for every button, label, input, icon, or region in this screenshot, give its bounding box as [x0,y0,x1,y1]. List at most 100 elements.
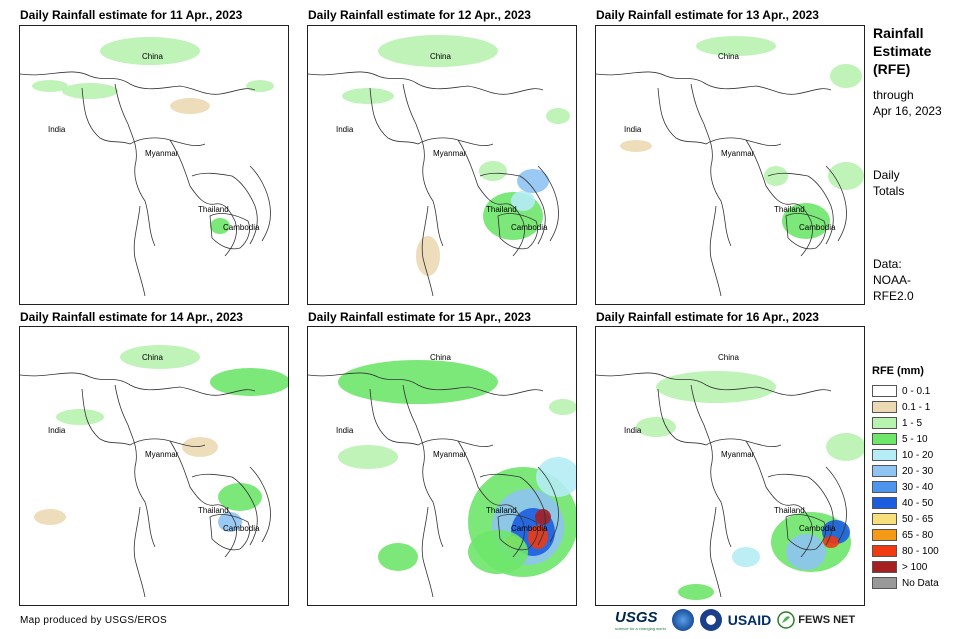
country-border [369,87,419,145]
country-border [249,466,271,543]
rainfall-area [823,536,839,548]
country-label-india: India [624,426,642,435]
country-border [745,139,813,257]
rainfall-area [62,83,118,99]
data-line-3: RFE2.0 [873,289,914,303]
daily-totals-block: Daily Totals [873,167,904,199]
rainfall-area [549,399,576,415]
country-borders [308,71,559,297]
through-block: through Apr 16, 2023 [873,87,942,119]
country-label-china: China [142,52,163,61]
data-source-block: Data: NOAA- RFE2.0 [873,256,914,304]
rainfall-area [732,547,760,567]
legend-swatch [872,577,897,589]
rainfall-area [620,140,652,152]
usgs-logo-text: USGS [615,609,658,626]
country-label-cambodia: Cambodia [223,223,260,232]
country-border [191,172,258,245]
legend-swatch [872,417,897,429]
map-panel-apr16: China India Myanmar Thailand Cambodia [595,326,865,606]
country-border [402,83,444,247]
country-border [81,87,131,145]
country-border [457,139,525,257]
legend-item: 65 - 80 [872,527,939,543]
rainfall-area [210,368,288,396]
country-borders [20,71,271,297]
legend-item: 80 - 100 [872,543,939,559]
rainfall-layer [620,36,864,239]
rainfall-layer [342,35,570,276]
country-border [249,165,271,242]
legend-label: 5 - 10 [902,433,928,445]
country-label-india: India [336,426,354,435]
country-border [745,440,813,558]
country-label-india: India [624,125,642,134]
country-border [129,137,206,147]
panel-title-apr16: Daily Rainfall estimate for 16 Apr., 202… [596,310,819,324]
panel-title-apr12: Daily Rainfall estimate for 12 Apr., 202… [308,8,531,22]
rainfall-area [378,543,418,571]
rainfall-area [32,80,68,92]
data-line-2: NOAA- [873,273,912,287]
country-border [308,372,544,396]
rainfall-area [782,203,830,239]
legend-label: 65 - 80 [902,529,934,541]
country-border [169,139,237,257]
country-border [417,438,494,448]
title-line-2: Estimate [873,43,932,59]
country-border [209,213,250,250]
rainfall-area [120,345,200,369]
rainfall-area [517,169,549,193]
legend-label: 10 - 20 [902,449,934,461]
country-label-myanmar: Myanmar [721,450,755,459]
country-label-india: India [48,426,66,435]
totals-label: Totals [873,184,905,198]
legend-swatch [872,513,897,525]
country-border [767,172,834,245]
rainfall-area [56,409,104,425]
country-border [785,514,826,551]
rainfall-area [342,88,394,104]
country-border [20,372,256,396]
legend-label: > 100 [902,561,928,573]
country-border [308,71,544,95]
rainfall-area [182,437,218,457]
country-border [402,384,444,548]
rainfall-area [826,433,864,461]
fews-net-text: FEWS NET [798,614,856,626]
country-border [825,165,847,242]
country-borders [308,372,559,598]
usgs-tagline: science for a changing world [615,626,666,631]
title-line-1: Rainfall [873,25,924,41]
daily-label: Daily [873,168,900,182]
country-borders [20,372,271,598]
country-border [20,71,256,95]
rainfall-area [479,161,507,181]
rainfall-layer [34,345,288,532]
country-border [785,213,826,250]
legend-swatch [872,449,897,461]
country-borders [596,372,847,598]
rainfall-area [678,584,714,600]
legend-title: RFE (mm) [872,365,924,377]
fews-leaf-icon [777,611,796,629]
rainfall-area [511,191,535,211]
rainfall-area [246,80,274,92]
rainfall-area [468,530,528,574]
country-label-thailand: Thailand [486,205,517,214]
rainfall-area [696,36,776,56]
country-label-thailand: Thailand [486,506,517,515]
country-border [421,506,434,598]
legend-item: 40 - 50 [872,495,939,511]
rainfall-area [535,509,551,525]
rainfall-area [218,483,262,511]
legend-item: 0 - 0.1 [872,383,939,399]
country-border [479,473,546,546]
legend-item: No Data [872,575,939,591]
data-line-1: Data: [873,257,902,271]
legend-swatch [872,497,897,509]
legend-item: 1 - 5 [872,415,939,431]
country-border [690,83,732,247]
legend-swatch [872,465,897,477]
rainfall-layer [636,371,864,600]
